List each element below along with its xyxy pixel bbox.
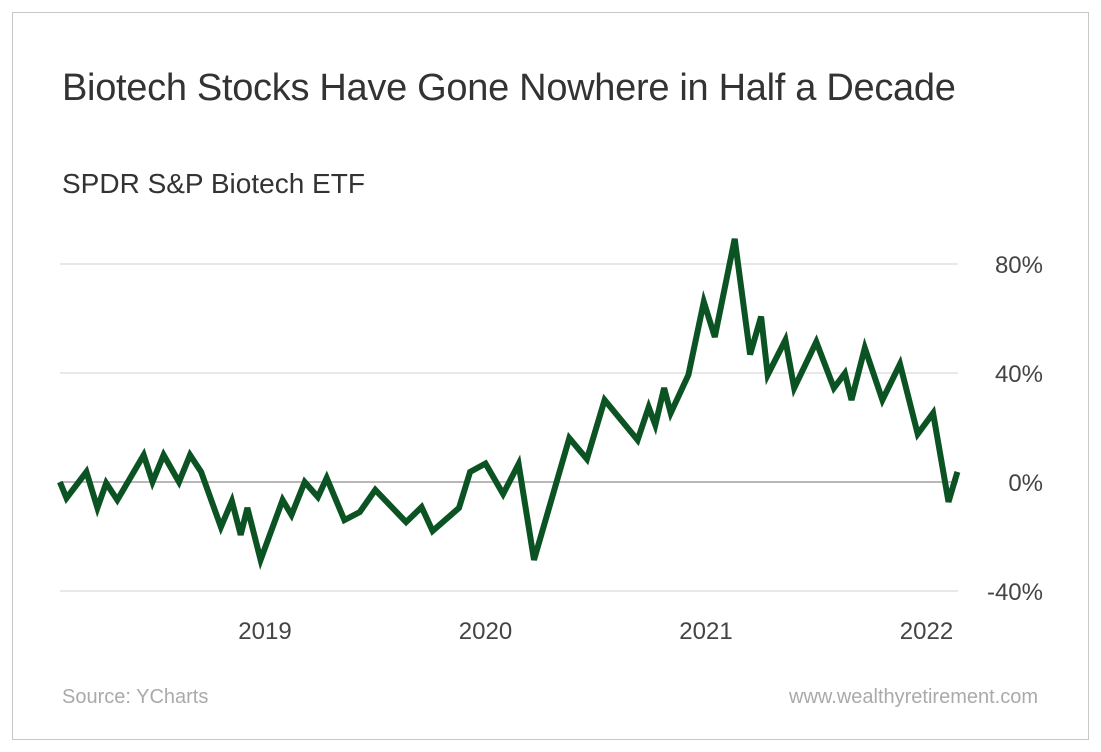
y-tick-labels: 80% 40% 0% -40% — [987, 252, 1043, 606]
x-tick-labels: 2019 2020 2021 2022 — [238, 618, 953, 645]
source-note: Source: YCharts — [62, 686, 209, 708]
x-tick-label: 2022 — [900, 618, 953, 645]
chart-title: Biotech Stocks Have Gone Nowhere in Half… — [62, 67, 956, 109]
website-credit: www.wealthyretirement.com — [789, 686, 1038, 708]
x-tick-label: 2019 — [238, 618, 291, 645]
y-tick-label: 0% — [1008, 470, 1043, 497]
series-line — [57, 238, 961, 571]
chart-frame — [12, 12, 1089, 740]
y-tick-label: 80% — [995, 252, 1043, 279]
y-tick-label: 40% — [995, 361, 1043, 388]
x-tick-label: 2021 — [679, 618, 732, 645]
gridlines — [60, 263, 958, 592]
y-tick-label: -40% — [987, 579, 1043, 606]
x-tick-label: 2020 — [459, 618, 512, 645]
chart-subtitle: SPDR S&P Biotech ETF — [62, 168, 365, 199]
